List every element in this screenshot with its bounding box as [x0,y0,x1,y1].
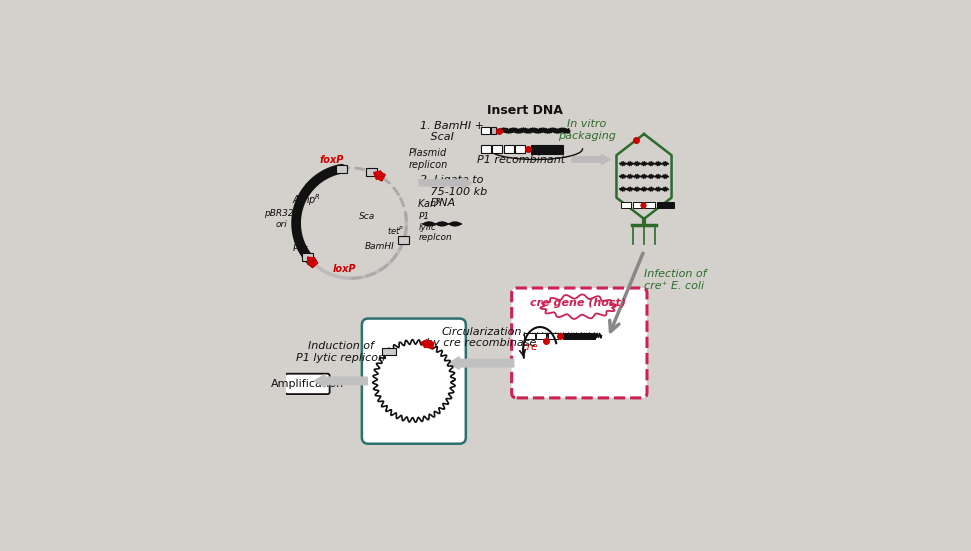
Text: Amp$^R$: Amp$^R$ [292,192,321,208]
Text: P1 recombinant: P1 recombinant [477,155,565,165]
Text: BamHI: BamHI [365,241,395,251]
Text: tet$^P$: tet$^P$ [387,225,405,237]
Text: loxP: loxP [333,264,356,274]
Bar [302,253,314,261]
Bar [563,333,595,339]
Text: 2. Ligate to
   75-100 kb
   DNA: 2. Ligate to 75-100 kb DNA [420,175,487,208]
Bar [524,333,535,339]
Bar [632,202,643,208]
Bar [536,333,547,339]
FancyBboxPatch shape [362,318,466,444]
FancyArrow shape [315,375,367,387]
FancyBboxPatch shape [512,288,647,398]
Bar [366,168,378,176]
FancyArrow shape [572,154,610,165]
FancyArrow shape [374,171,385,181]
FancyArrow shape [449,356,514,370]
Bar [491,127,496,134]
Text: Kan$^R$: Kan$^R$ [417,197,442,210]
Bar [531,145,562,154]
Bar [656,202,674,208]
Bar [481,127,490,134]
Bar [504,145,514,153]
Text: foxP: foxP [320,155,345,165]
Bar [645,202,655,208]
Bar [515,145,525,153]
Text: pBR322
ori: pBR322 ori [263,209,299,229]
Text: In vitro
packaging: In vitro packaging [557,120,616,141]
Bar [548,333,558,339]
Bar [336,165,348,172]
Text: Plasmid
replicon: Plasmid replicon [409,148,448,170]
Bar [398,236,409,244]
Bar [620,202,631,208]
Bar [481,145,491,153]
FancyArrow shape [308,257,318,268]
Text: P1
lylic
replcon: P1 lylic replcon [419,212,452,242]
Text: cre gene (host): cre gene (host) [530,298,626,308]
Bar [383,348,396,355]
Text: Insert DNA: Insert DNA [487,104,563,117]
FancyArrow shape [420,339,434,349]
FancyArrow shape [419,177,472,188]
Text: Circularization
by cre recombinase: Circularization by cre recombinase [426,327,537,348]
Text: Pac: Pac [292,244,308,253]
Text: cre: cre [521,342,538,353]
Text: Amplification: Amplification [271,379,344,389]
Text: Sca: Sca [359,212,375,221]
FancyBboxPatch shape [285,374,329,394]
Text: 1. BamHI +
   ScaI: 1. BamHI + ScaI [420,121,485,142]
Bar [492,145,502,153]
Text: Infection of
cre⁺ E. coli: Infection of cre⁺ E. coli [644,269,707,291]
Text: Induction of
P1 lytic replicon: Induction of P1 lytic replicon [296,342,385,363]
